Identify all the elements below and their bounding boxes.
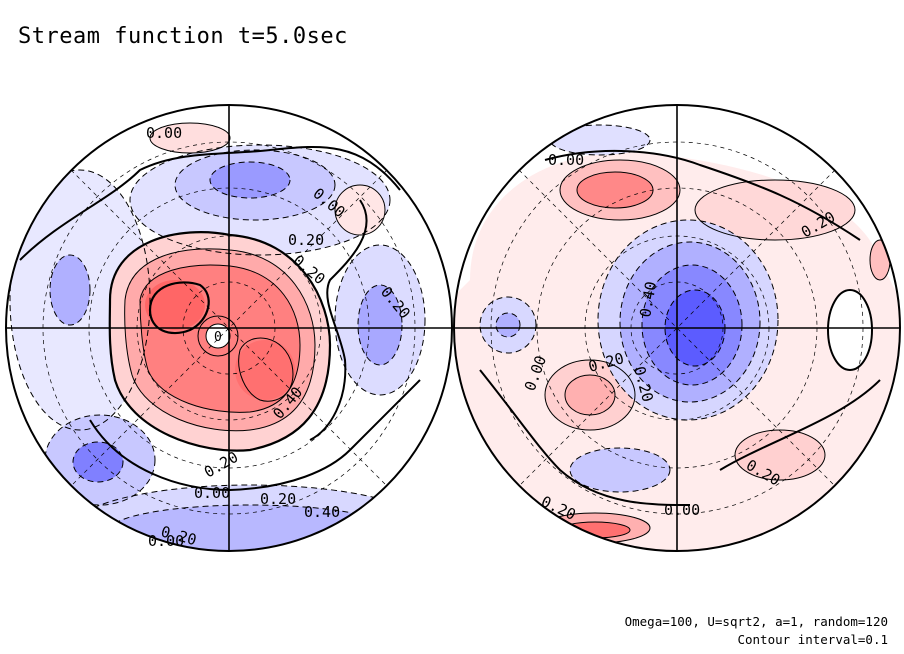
right-hemisphere-outline: [453, 104, 901, 552]
contour-label: 0.00: [548, 151, 584, 169]
contour-label: 0: [214, 330, 222, 345]
contour-label: 0.00: [664, 501, 700, 519]
right-hemisphere: 0.00 0.20 0.40 0.20 0.20 0.00 0.20 0.00 …: [453, 104, 901, 552]
contour-label: 0.00: [194, 484, 230, 502]
left-hemisphere: 0.00 0.00 0.20 0.20 0.20 0.40 0.20 0.00 …: [5, 104, 453, 552]
contour-label: 0.40: [636, 280, 660, 319]
parameters-text: Omega=100, U=sqrt2, a=1, random=120: [624, 614, 888, 629]
contour-label: 0.20: [288, 231, 324, 249]
left-hemisphere-outline: [5, 104, 453, 552]
figure-title: Stream function t=5.0sec: [18, 24, 348, 49]
contour-label: 0.40: [304, 503, 340, 521]
contour-label: 0.00: [148, 532, 184, 550]
contour-interval-text: Contour interval=0.1: [737, 632, 888, 647]
contour-label: 0.20: [260, 490, 296, 508]
contour-label: 0.00: [146, 124, 182, 142]
